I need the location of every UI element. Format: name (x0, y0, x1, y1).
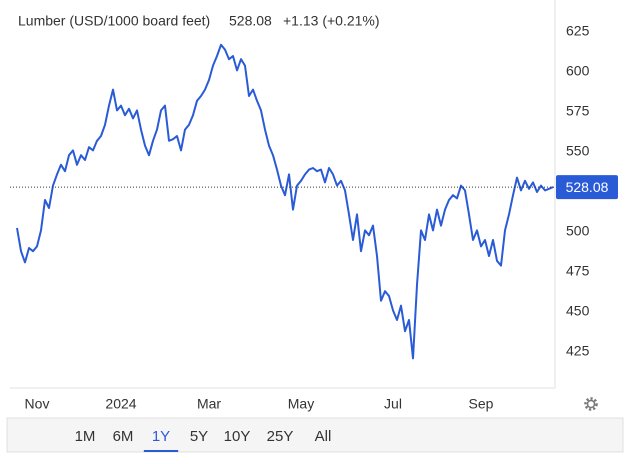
price-line (16, 43, 554, 360)
y-tick-label: 600 (566, 63, 590, 79)
range-tab[interactable]: 5Y (190, 428, 208, 445)
x-tick-label: Jul (384, 396, 402, 412)
range-tab[interactable]: 6M (113, 428, 134, 445)
x-tick-label: 2024 (105, 396, 136, 412)
y-tick-label: 450 (566, 303, 590, 319)
y-tick-label: 550 (566, 143, 590, 159)
last-price-label: 528.08 (566, 179, 609, 195)
range-tab[interactable]: 1Y (152, 428, 170, 445)
y-tick-label: 425 (566, 343, 590, 359)
settings-icon[interactable] (584, 397, 598, 411)
range-tab[interactable]: All (315, 428, 332, 445)
x-tick-label: May (288, 396, 314, 412)
range-tab[interactable]: 1M (75, 428, 96, 445)
y-tick-label: 500 (566, 223, 590, 239)
y-tick-label: 475 (566, 263, 590, 279)
x-tick-label: Sep (469, 396, 494, 412)
y-tick-label: 625 (566, 23, 590, 39)
price-change: +1.13 (+0.21%) (283, 13, 380, 29)
last-price-tag (556, 175, 618, 200)
last-price: 528.08 (229, 13, 272, 29)
x-tick-label: Mar (197, 396, 221, 412)
chart-title: Lumber (USD/1000 board feet) (18, 13, 210, 29)
range-tab[interactable]: 10Y (224, 428, 251, 445)
range-tab[interactable]: 25Y (267, 428, 294, 445)
range-bar (6, 417, 624, 453)
y-tick-label: 575 (566, 103, 590, 119)
x-tick-label: Nov (25, 396, 50, 412)
